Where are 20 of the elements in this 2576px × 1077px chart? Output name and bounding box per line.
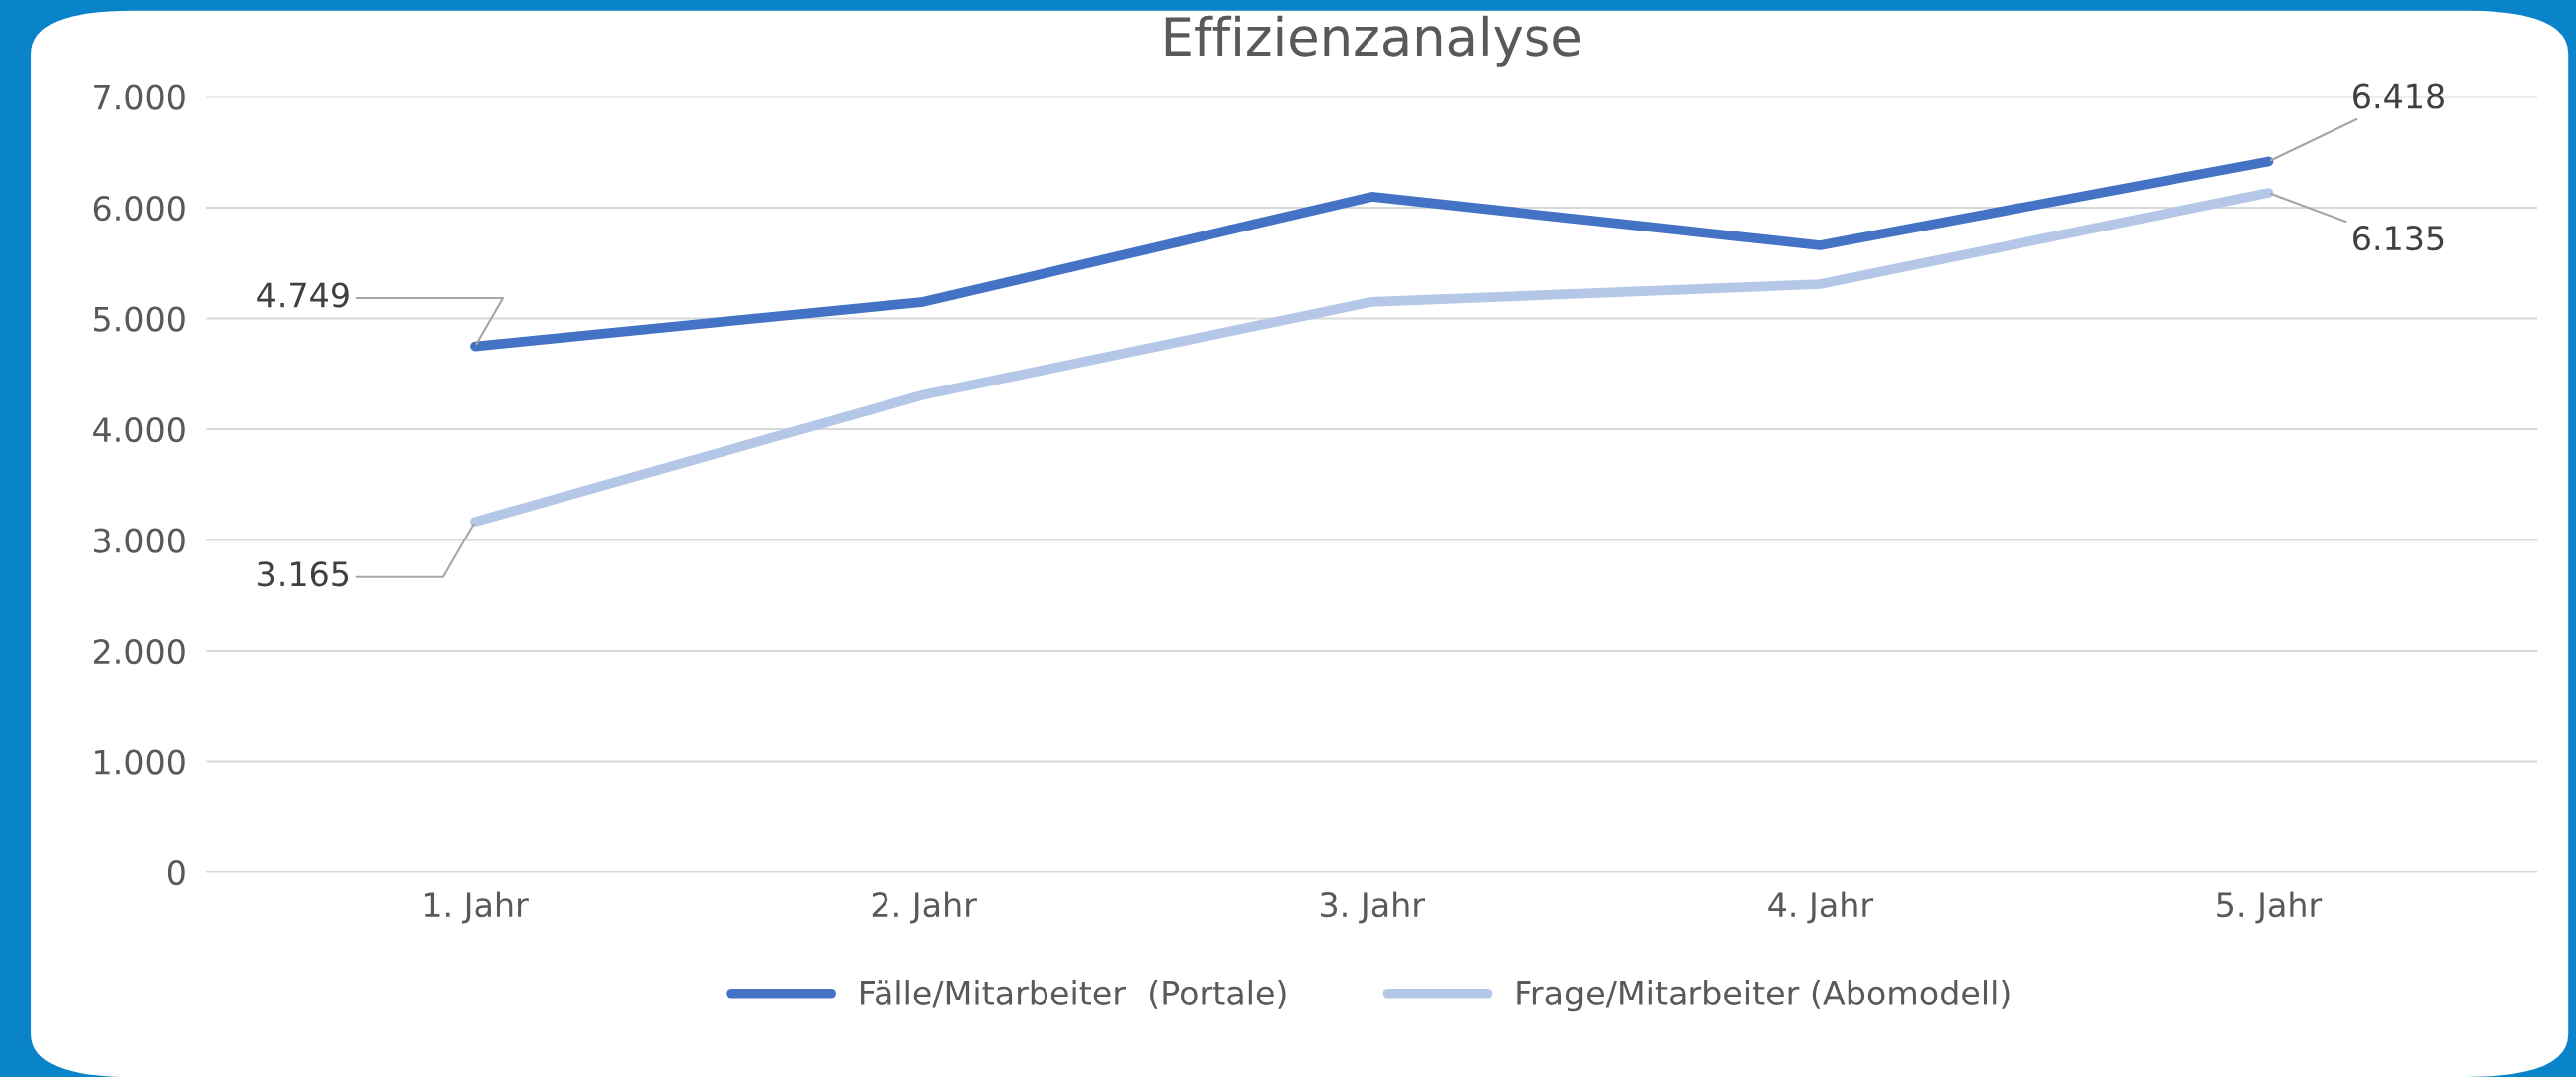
y-tick-label: 1.000 [95, 749, 185, 775]
data-label: 6.418 [2353, 83, 2444, 109]
x-tick-label: 3. Jahr [1321, 891, 1425, 924]
chart-title: Effizienzanalyse [1165, 15, 1581, 67]
y-tick-label: 2.000 [93, 638, 185, 665]
y-tick-label: 3.000 [94, 528, 185, 553]
y-tick-label: 4.000 [93, 416, 185, 443]
data-label: 3.165 [258, 561, 349, 587]
x-tick-label: 5. Jahr [2217, 891, 2323, 924]
y-tick-label: 7.000 [94, 84, 185, 110]
legend-label: Frage/Mitarbeiter (Abomodell) [1517, 980, 2010, 1012]
y-tick-label: 6.000 [93, 195, 185, 222]
y-tick-label: 5.000 [94, 306, 185, 332]
data-label: 4.749 [257, 282, 349, 308]
x-tick-label: 1. Jahr [424, 891, 529, 924]
legend-label: Fälle/Mitarbeiter (Portale) [861, 980, 1286, 1009]
data-label: 6.135 [2353, 226, 2444, 251]
y-tick-label: 0 [167, 859, 185, 886]
x-tick-label: 2. Jahr [872, 891, 977, 924]
x-tick-label: 4. Jahr [1768, 891, 1874, 924]
